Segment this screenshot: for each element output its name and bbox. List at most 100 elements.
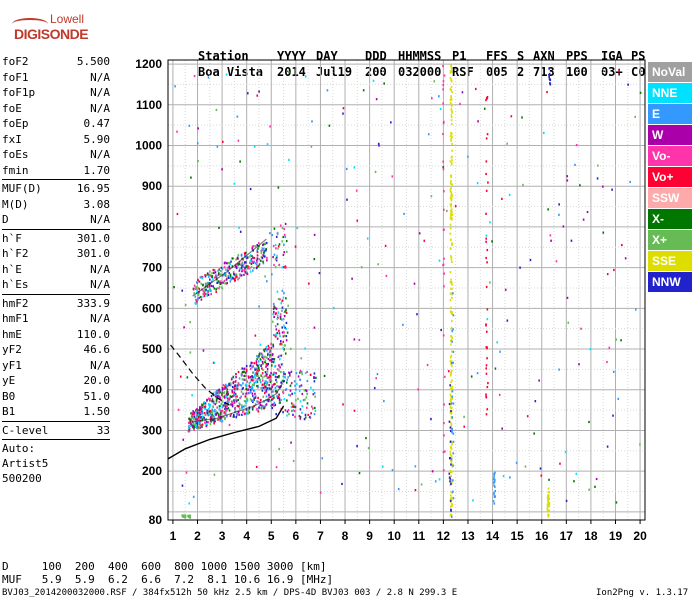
echo-point (270, 358, 273, 361)
echo-point (227, 274, 230, 278)
echo-point (442, 469, 445, 472)
echo-point (261, 360, 264, 363)
echo-point (206, 409, 208, 412)
echo-point (450, 85, 453, 89)
echo-point (452, 314, 455, 317)
echo-point (627, 83, 629, 86)
echo-point (602, 231, 605, 234)
echo-point (289, 384, 292, 387)
echo-point (449, 499, 452, 502)
param-row: C-level 33 (2, 423, 110, 437)
x-tick-label: 18 (584, 529, 598, 543)
echo-point (264, 275, 266, 278)
echo-point (275, 390, 278, 393)
echo-point (238, 276, 241, 280)
echo-point (383, 82, 385, 85)
echo-point (221, 395, 224, 398)
legend-item: NoVal (648, 62, 692, 82)
echo-point (256, 384, 258, 388)
echo-point (199, 406, 201, 409)
echo-point (251, 247, 254, 250)
echo-point (278, 385, 280, 388)
echo-point (216, 397, 219, 401)
echo-point (276, 314, 279, 317)
echo-point (452, 328, 454, 331)
echo-point (240, 266, 243, 269)
echo-point (434, 480, 437, 483)
echo-point (279, 313, 282, 316)
echo-point (246, 380, 249, 383)
echo-point (451, 193, 453, 196)
param-row: foF1 N/A (2, 70, 110, 84)
echo-point (519, 266, 521, 269)
echo-point (442, 263, 445, 266)
echo-point (547, 510, 549, 513)
echo-point (204, 288, 206, 291)
echo-point (494, 489, 497, 493)
legend-item: NNW (648, 272, 692, 292)
echo-point (260, 398, 262, 402)
echo-point (196, 142, 199, 145)
echo-point (449, 360, 452, 363)
echo-point (224, 410, 227, 414)
echo-point (215, 108, 218, 111)
echo-point (450, 238, 452, 241)
echo-point (492, 481, 495, 484)
echo-point (210, 420, 212, 423)
echo-point (452, 464, 454, 467)
echo-point (228, 382, 230, 386)
echo-point (450, 174, 453, 177)
echo-point (355, 189, 358, 192)
echo-point (261, 247, 264, 250)
echo-point (301, 392, 304, 396)
echo-point (442, 166, 445, 169)
echo-point (251, 385, 254, 388)
echo-point (397, 488, 400, 491)
echo-point (272, 397, 274, 400)
echo-point (255, 266, 258, 270)
echo-point (270, 391, 273, 394)
echo-point (450, 390, 453, 393)
echo-point (450, 136, 453, 139)
echo-point (452, 440, 455, 443)
echo-point (284, 373, 286, 376)
echo-point (374, 170, 377, 173)
echo-point (312, 407, 314, 410)
echo-point (224, 403, 227, 406)
echo-point (313, 233, 316, 236)
echo-point (217, 280, 220, 283)
echo-point (485, 189, 488, 192)
echo-point (278, 374, 280, 378)
echo-point (211, 410, 214, 414)
echo-point (213, 410, 216, 413)
echo-point (450, 474, 452, 478)
echo-point (264, 385, 267, 388)
echo-point (185, 471, 188, 474)
echo-point (200, 416, 203, 419)
echo-point (221, 390, 224, 393)
echo-point (247, 410, 250, 413)
echo-point (547, 505, 549, 508)
echo-point (450, 105, 453, 108)
echo-point (308, 415, 311, 419)
x-tick-label: 7 (317, 529, 324, 543)
echo-point (486, 308, 489, 311)
echo-point (263, 407, 265, 410)
echo-point (285, 388, 288, 391)
x-tick-label: 14 (486, 529, 500, 543)
echo-point (224, 394, 226, 397)
echo-point (273, 315, 275, 319)
echo-point (449, 450, 452, 453)
echo-point (443, 208, 445, 211)
echo-point (234, 395, 237, 398)
echo-point (265, 356, 267, 359)
echo-point (283, 348, 285, 351)
echo-point (236, 115, 239, 118)
echo-point (201, 425, 203, 428)
echo-point (189, 351, 192, 354)
echo-point (263, 350, 266, 353)
echo-point (550, 239, 552, 242)
echo-point (452, 452, 455, 455)
echo-point (546, 90, 548, 94)
echo-point (204, 413, 207, 416)
